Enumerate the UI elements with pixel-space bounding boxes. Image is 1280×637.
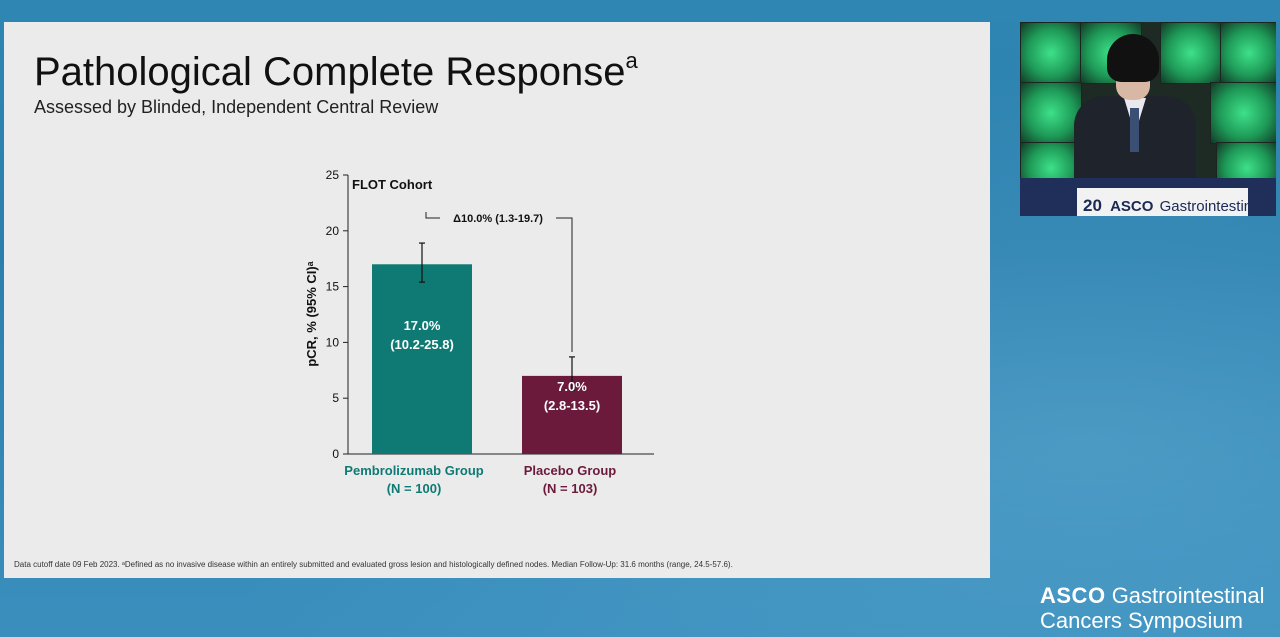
chart-labels: 17.0% (10.2-25.8) Pembrolizumab Group (N = … (344, 318, 616, 496)
y-tick-label: 15 (326, 280, 340, 294)
asco-gi-logo: ASCO Gastrointestinal Cancers Symposium (1040, 585, 1265, 632)
bar (372, 264, 472, 454)
speaker-tie (1130, 108, 1139, 152)
y-tick-label: 20 (326, 224, 340, 238)
podium-sign-year: 20 (1083, 196, 1102, 215)
difference-bracket-right (556, 217, 573, 352)
backdrop-panel (1020, 22, 1082, 84)
podium-sign-text: Gastrointestinal (1159, 198, 1248, 215)
bar-value-label: 7.0% (557, 379, 587, 394)
slide-title: Pathological Complete Responsea (34, 50, 638, 94)
y-tick-label: 10 (326, 335, 340, 349)
y-axis-label: pCR, % (95% CI)ᵃ (304, 261, 319, 366)
footnote: Data cutoff date 09 Feb 2023. ᵃDefined a… (14, 560, 733, 569)
difference-label: Δ10.0% (1.3-19.7) (453, 213, 543, 225)
x-category-n-label: (N = 103) (543, 481, 598, 496)
slide-subtitle: Assessed by Blinded, Independent Central… (34, 97, 439, 117)
backdrop-panel (1160, 22, 1222, 84)
difference-bracket (425, 212, 440, 219)
logo-asco: ASCO (1040, 583, 1106, 608)
y-tick-label: 0 (332, 447, 339, 461)
pcr-bar-chart: 0 5 10 15 20 25 17.0% (10.2-25.8) Pembrolizumab… (304, 168, 654, 496)
presentation-slide: Pathological Complete Responsea Assessed… (4, 22, 990, 578)
logo-gastrointestinal: Gastrointestinal (1111, 583, 1265, 608)
bar-ci-label: (2.8-13.5) (544, 398, 600, 413)
speaker-video: 20 ASCO Gastrointestinal (1020, 22, 1276, 216)
logo-cancers-symposium: Cancers Symposium (1040, 608, 1243, 633)
speaker-hair (1107, 34, 1159, 82)
chart-title: FLOT Cohort (352, 177, 433, 192)
y-tick-label: 5 (332, 391, 339, 405)
backdrop-panel (1020, 82, 1082, 144)
bar-ci-label: (10.2-25.8) (390, 337, 454, 352)
backdrop-panel (1220, 22, 1276, 84)
y-tick-label: 25 (326, 168, 340, 182)
bar-value-label: 17.0% (404, 318, 441, 333)
x-category-label: Placebo Group (524, 463, 617, 478)
chart-bars (372, 242, 622, 454)
slide-title-text: Pathological Complete Response (34, 50, 626, 94)
difference-annotation: Δ10.0% (1.3-19.7) (425, 212, 573, 352)
backdrop-panel (1210, 82, 1276, 144)
x-category-n-label: (N = 100) (387, 481, 442, 496)
podium-sign-brand: ASCO (1110, 198, 1154, 215)
podium-sign: 20 ASCO Gastrointestinal (1077, 188, 1248, 216)
x-category-label: Pembrolizumab Group (344, 463, 483, 478)
slide-title-superscript: a (625, 48, 638, 73)
